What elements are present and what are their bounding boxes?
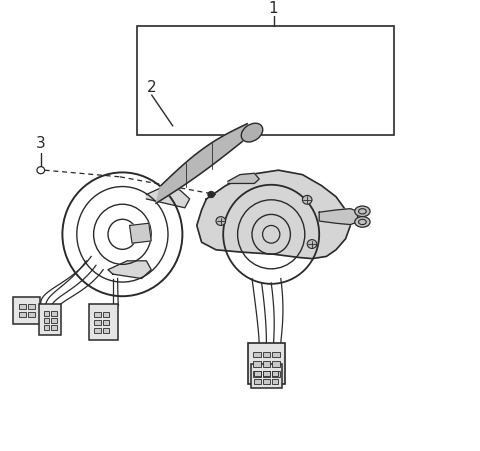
FancyBboxPatch shape xyxy=(19,313,26,318)
FancyBboxPatch shape xyxy=(263,372,270,377)
FancyBboxPatch shape xyxy=(263,380,270,384)
FancyBboxPatch shape xyxy=(94,328,101,333)
FancyBboxPatch shape xyxy=(272,352,280,358)
Ellipse shape xyxy=(355,207,370,217)
FancyBboxPatch shape xyxy=(272,361,280,367)
FancyBboxPatch shape xyxy=(253,352,261,358)
FancyBboxPatch shape xyxy=(263,371,270,377)
Circle shape xyxy=(37,167,45,175)
FancyBboxPatch shape xyxy=(272,380,278,384)
FancyBboxPatch shape xyxy=(51,318,57,323)
FancyBboxPatch shape xyxy=(263,361,270,367)
Ellipse shape xyxy=(355,217,370,228)
FancyBboxPatch shape xyxy=(251,364,282,388)
FancyBboxPatch shape xyxy=(44,311,49,316)
FancyBboxPatch shape xyxy=(19,304,26,310)
FancyBboxPatch shape xyxy=(88,304,118,340)
Polygon shape xyxy=(319,209,358,225)
FancyBboxPatch shape xyxy=(272,371,280,377)
FancyBboxPatch shape xyxy=(39,304,61,336)
FancyBboxPatch shape xyxy=(103,328,109,333)
FancyBboxPatch shape xyxy=(13,298,40,324)
Bar xyxy=(137,28,394,135)
Circle shape xyxy=(302,196,312,205)
FancyBboxPatch shape xyxy=(94,320,101,325)
FancyBboxPatch shape xyxy=(254,380,261,384)
FancyBboxPatch shape xyxy=(253,361,261,367)
FancyBboxPatch shape xyxy=(248,343,285,384)
Polygon shape xyxy=(130,224,151,244)
FancyBboxPatch shape xyxy=(28,304,35,310)
FancyBboxPatch shape xyxy=(51,311,57,316)
FancyBboxPatch shape xyxy=(94,312,101,318)
FancyBboxPatch shape xyxy=(253,371,261,377)
FancyBboxPatch shape xyxy=(103,312,109,318)
FancyBboxPatch shape xyxy=(44,318,49,323)
FancyBboxPatch shape xyxy=(44,325,49,330)
Text: 2: 2 xyxy=(147,79,156,94)
Polygon shape xyxy=(146,186,190,208)
FancyBboxPatch shape xyxy=(103,320,109,325)
Circle shape xyxy=(216,217,226,226)
Circle shape xyxy=(208,192,215,198)
FancyBboxPatch shape xyxy=(272,372,278,377)
Polygon shape xyxy=(156,124,247,204)
FancyBboxPatch shape xyxy=(28,313,35,318)
Polygon shape xyxy=(197,171,350,259)
FancyBboxPatch shape xyxy=(254,372,261,377)
Polygon shape xyxy=(228,174,259,184)
Text: 1: 1 xyxy=(269,1,278,16)
Circle shape xyxy=(307,240,317,249)
Text: 3: 3 xyxy=(36,136,46,151)
FancyBboxPatch shape xyxy=(263,352,270,358)
FancyBboxPatch shape xyxy=(51,325,57,330)
Ellipse shape xyxy=(241,124,263,143)
Polygon shape xyxy=(108,261,151,279)
